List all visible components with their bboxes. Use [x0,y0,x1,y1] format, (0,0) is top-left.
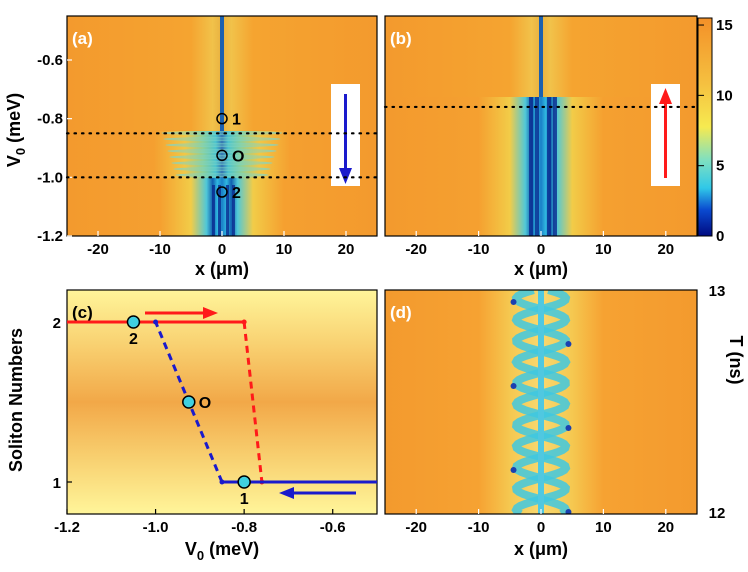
forward-arrow-icon [203,307,218,319]
x-tick-label: 0 [218,241,226,258]
x-tick-label: 10 [595,241,612,258]
panel-a-ylabel: V0 (meV) [4,93,28,167]
x-tick-label: -1.0 [143,519,169,536]
x-tick-label: -10 [468,519,490,536]
soliton-trajectory [511,290,571,514]
x-tick-label: 10 [595,519,612,536]
ripple [163,137,281,141]
ripple [171,161,273,165]
state-point [216,149,228,162]
soliton-streak [547,97,551,236]
y-tick-label: -0.8 [37,111,63,128]
center-channel [538,290,544,514]
x-tick-label: -10 [149,241,171,258]
state-point [126,315,141,329]
colorbar-tick-label: 10 [716,87,733,104]
y-tick-label: -0.6 [37,52,63,69]
soliton-streak [535,97,539,236]
panel-d-xlabel: x (μm) [514,539,568,559]
y-tick-label: -1.2 [37,228,63,245]
state-point [216,112,228,125]
panel-a-heatmap [67,16,377,236]
soliton-streak [212,185,215,236]
ripple [169,155,275,159]
interference-ripples [161,131,283,236]
x-tick-label: -20 [405,519,427,536]
y-tick-label: 12 [709,505,726,522]
soliton-streak [218,185,221,236]
x-tick-label: 20 [657,241,674,258]
x-tick-label: -1.2 [54,519,80,536]
colorbar-ticks: 15 10 5 0 [698,17,733,245]
soliton-core [565,425,572,431]
panel-d-ylabel: T (ns) [726,336,746,385]
x-tick-label: 20 [657,519,674,536]
panel-b-heatmap [385,16,697,236]
soliton-streak [553,97,557,236]
soliton-core [510,299,517,305]
series-dashed-line [242,321,264,483]
colorbar-tick-label: 0 [716,228,724,245]
soliton-streak [226,185,229,236]
series-vertex [219,479,225,485]
state-label: 1 [240,491,249,508]
y-tick-label: -1.0 [37,169,63,186]
panel-label-c: (c) [72,303,93,322]
panel-c-frame [66,289,378,515]
x-tick-label: 10 [276,241,293,258]
soliton-streak [232,185,235,236]
up-arrow-icon [659,88,672,104]
x-tick-label: -20 [405,241,427,258]
x-tick-label: 0 [537,519,545,536]
y-tick-label: 13 [709,283,726,300]
x-tick-label: -0.6 [320,519,346,536]
x-tick-label: -20 [87,241,109,258]
colorbar-tick-label: 15 [716,17,733,34]
state-point [237,475,251,489]
series-vertex [241,319,247,325]
state-label: 2 [129,331,138,348]
soliton-core [510,383,517,389]
soliton-core [510,467,517,473]
ripple [161,131,283,135]
panel-c-background [67,290,377,514]
state-label: O [199,395,211,412]
down-arrow-icon [339,168,352,184]
soliton-streak [529,97,533,236]
panel-label-d: (d) [390,303,412,322]
ripple [175,173,269,177]
x-tick-label: 20 [338,241,355,258]
soliton-core [565,509,572,514]
panel-d-heatmap [385,290,697,514]
y-tick-label: 2 [53,315,61,332]
panel-a-xlabel: x (μm) [195,259,249,279]
oscillating-solitons [510,290,572,514]
x-tick-label: -10 [468,241,490,258]
colorbar [697,17,713,237]
state-point [182,395,196,409]
ripple [173,167,271,171]
panel-label-a: (a) [72,29,93,48]
panel-label-b: (b) [390,29,412,48]
state-label: O [232,148,244,165]
x-tick-label: -0.8 [231,519,257,536]
panel-c-ylabel: Soliton Numbers [6,328,26,472]
backward-arrow-icon [279,487,294,499]
soliton-core [565,341,572,347]
y-tick-label: 1 [53,475,61,492]
chart-marks: -20 -10 0 10 20 -20 -10 0 10 20-20 -10 0 10 20-0.6-0.… [37,52,725,536]
panel-b-xlabel: x (μm) [514,259,568,279]
state-label: 2 [232,185,241,202]
ripple [165,143,279,147]
series-vertex [153,319,159,325]
x-tick-label: 0 [537,241,545,258]
state-point [216,186,228,198]
panel-c-xlabel: V0 (meV) [185,539,259,563]
state-label: 1 [232,112,241,129]
colorbar-tick-label: 5 [716,158,724,175]
